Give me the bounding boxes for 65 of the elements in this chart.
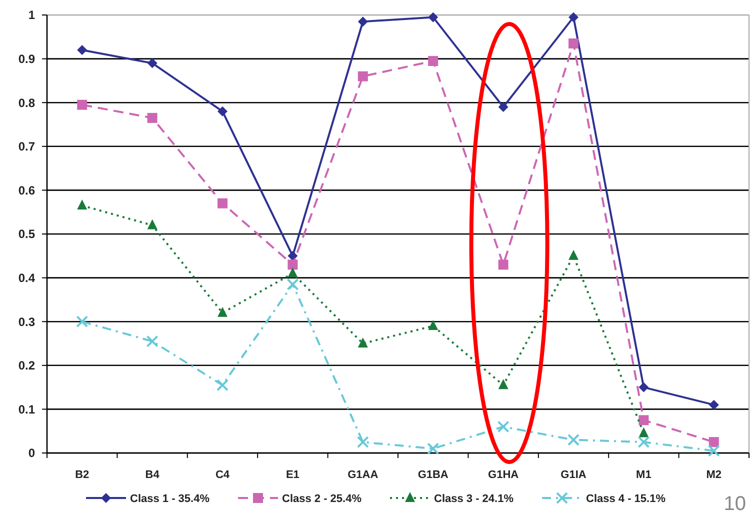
y-tick-label: 0 xyxy=(28,446,36,460)
point xyxy=(147,219,158,230)
y-tick-label: 0.3 xyxy=(18,314,36,329)
y-tick-label: 0.6 xyxy=(18,183,36,198)
y-tick-label: 0.8 xyxy=(18,96,36,110)
x-tick-label: M2 xyxy=(706,469,722,481)
x-tick-label: G1BA xyxy=(418,469,448,481)
x-tick-label: B4 xyxy=(145,469,160,481)
point xyxy=(218,198,228,208)
point xyxy=(288,267,298,278)
x-tick-label: C4 xyxy=(215,469,230,481)
point xyxy=(498,260,508,270)
point xyxy=(428,12,438,22)
point xyxy=(708,400,719,410)
point xyxy=(216,379,228,392)
point xyxy=(638,427,649,438)
legend-label: Class 1 - 35.4% xyxy=(130,493,210,505)
y-tick-label: 0.2 xyxy=(18,358,36,373)
x-tick-label: G1AA xyxy=(348,469,378,481)
y-tick-label: 0.7 xyxy=(18,140,36,154)
point xyxy=(638,415,649,426)
point xyxy=(498,379,508,390)
x-tick-label: G1HA xyxy=(488,469,519,481)
x-tick-label: B2 xyxy=(75,469,90,481)
legend-label: Class 4 - 15.1% xyxy=(586,493,666,505)
point xyxy=(286,278,299,290)
point xyxy=(358,71,368,82)
point xyxy=(427,442,440,455)
point xyxy=(218,106,228,116)
point xyxy=(568,434,580,446)
y-tick-label: 0.4 xyxy=(18,271,36,285)
y-tick-label: 1 xyxy=(28,8,36,22)
point xyxy=(708,444,720,457)
point xyxy=(356,436,369,448)
point xyxy=(218,306,228,317)
point xyxy=(288,260,298,270)
point xyxy=(638,436,650,448)
point xyxy=(77,45,88,56)
x-tick-label: E1 xyxy=(286,469,300,481)
point xyxy=(288,250,298,261)
point xyxy=(708,437,719,448)
point xyxy=(568,12,578,22)
point xyxy=(568,38,578,48)
point xyxy=(428,320,438,330)
legend-label: Class 3 - 24.1% xyxy=(434,493,514,505)
point xyxy=(77,200,88,210)
point xyxy=(76,316,88,328)
point xyxy=(358,338,368,348)
legend-label: Class 2 - 25.4% xyxy=(282,493,362,505)
point xyxy=(638,382,649,392)
y-tick-label: 0.5 xyxy=(18,227,36,242)
text: 10 xyxy=(724,493,746,515)
y-tick-label: 0.9 xyxy=(18,52,36,66)
point xyxy=(428,56,438,66)
x-tick-label: M1 xyxy=(636,469,652,481)
point xyxy=(146,335,158,348)
y-tick-label: 0.1 xyxy=(18,402,36,416)
point xyxy=(147,58,158,68)
point xyxy=(77,100,88,110)
point xyxy=(568,250,578,260)
point xyxy=(147,112,158,123)
point xyxy=(498,102,508,112)
point xyxy=(497,420,510,433)
point xyxy=(358,16,368,27)
x-tick-label: G1IA xyxy=(560,469,586,481)
